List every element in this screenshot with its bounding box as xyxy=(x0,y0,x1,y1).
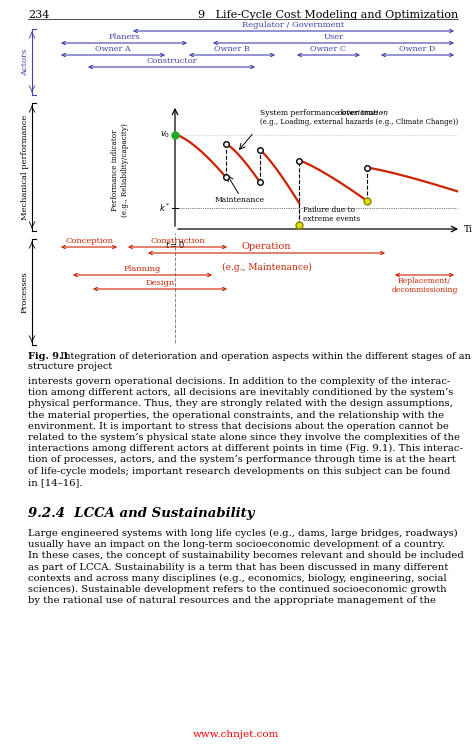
Text: the material properties, the operational constraints, and the relationship with : the material properties, the operational… xyxy=(28,410,444,419)
Text: 9   Life-Cycle Cost Modeling and Optimization: 9 Life-Cycle Cost Modeling and Optimizat… xyxy=(198,10,458,20)
Text: $v_0$: $v_0$ xyxy=(160,130,170,140)
Text: Integration of deterioration and operation aspects within the different stages o: Integration of deterioration and operati… xyxy=(54,352,472,361)
Text: Performance indicator
(e.g., Reliability/capacity): Performance indicator (e.g., Reliability… xyxy=(111,123,128,217)
Text: Design: Design xyxy=(145,279,175,287)
Text: (e.g., Maintenance): (e.g., Maintenance) xyxy=(221,263,312,272)
Text: In these cases, the concept of sustainability becomes relevant and should be inc: In these cases, the concept of sustainab… xyxy=(28,551,464,560)
Text: usually have an impact on the long-term socioeconomic development of a country.: usually have an impact on the long-term … xyxy=(28,540,445,549)
Text: Mechanical performance: Mechanical performance xyxy=(21,115,29,219)
Text: interactions among different actors at different points in time (Fig. 9.1). This: interactions among different actors at d… xyxy=(28,444,463,453)
Text: physical performance. Thus, they are strongly related with the design assumption: physical performance. Thus, they are str… xyxy=(28,399,453,408)
Text: Constructor: Constructor xyxy=(146,57,197,65)
Text: of life-cycle models; important research developments on this subject can be fou: of life-cycle models; important research… xyxy=(28,467,450,476)
Text: tion of processes, actors, and the system’s performance through time is at the h: tion of processes, actors, and the syste… xyxy=(28,455,456,464)
Text: in [14–16].: in [14–16]. xyxy=(28,478,83,487)
Text: Regulator / Government: Regulator / Government xyxy=(243,21,345,29)
Text: Actors: Actors xyxy=(21,49,29,76)
Text: Owner C: Owner C xyxy=(311,45,346,53)
Text: deterioration: deterioration xyxy=(337,109,388,117)
Text: Large engineered systems with long life cycles (e.g., dams, large bridges, roadw: Large engineered systems with long life … xyxy=(28,529,458,538)
Text: by the rational use of natural resources and the appropriate management of the: by the rational use of natural resources… xyxy=(28,596,436,605)
Text: $k^*$: $k^*$ xyxy=(159,201,170,214)
Text: www.chnjet.com: www.chnjet.com xyxy=(193,730,279,739)
Text: environment. It is important to stress that decisions about the operation cannot: environment. It is important to stress t… xyxy=(28,422,449,431)
Text: Operation: Operation xyxy=(242,242,291,251)
Text: Fig. 9.1: Fig. 9.1 xyxy=(28,352,69,361)
Text: as part of LCCA. Sustainability is a term that has been discussed in many differ: as part of LCCA. Sustainability is a ter… xyxy=(28,562,448,571)
Text: related to the system’s physical state alone since they involve the complexities: related to the system’s physical state a… xyxy=(28,433,460,442)
Text: contexts and across many disciplines (e.g., economics, biology, engineering, soc: contexts and across many disciplines (e.… xyxy=(28,574,447,583)
Text: tion among different actors, all decisions are inevitably conditioned by the sys: tion among different actors, all decisio… xyxy=(28,388,453,397)
Text: structure project: structure project xyxy=(28,362,112,371)
Text: Replacement/
decommissioning: Replacement/ decommissioning xyxy=(391,277,458,294)
Text: Conception: Conception xyxy=(65,237,113,245)
Text: Planning: Planning xyxy=(124,265,161,273)
Text: Failure due to
extreme events: Failure due to extreme events xyxy=(303,206,360,223)
Text: Maintenance: Maintenance xyxy=(215,196,265,204)
Text: Construction: Construction xyxy=(150,237,205,245)
Text: Owner B: Owner B xyxy=(214,45,250,53)
Text: System performance over time -: System performance over time - xyxy=(260,109,385,117)
Text: Processes: Processes xyxy=(21,271,29,313)
Text: User: User xyxy=(323,33,344,41)
Text: Owner A: Owner A xyxy=(95,45,131,53)
Text: Owner D: Owner D xyxy=(399,45,436,53)
Text: sciences). Sustainable development refers to the continued socioeconomic growth: sciences). Sustainable development refer… xyxy=(28,585,447,594)
Text: 9.2.4  LCCA and Sustainability: 9.2.4 LCCA and Sustainability xyxy=(28,507,254,520)
Text: interests govern operational decisions. In addition to the complexity of the int: interests govern operational decisions. … xyxy=(28,377,450,386)
Text: Time: Time xyxy=(464,225,472,234)
Text: $t = 0$: $t = 0$ xyxy=(165,239,185,250)
Text: 234: 234 xyxy=(28,10,50,20)
Text: Planers: Planers xyxy=(108,33,140,41)
Text: (e.g., Loading, external hazards (e.g., Climate Change)): (e.g., Loading, external hazards (e.g., … xyxy=(260,118,458,126)
